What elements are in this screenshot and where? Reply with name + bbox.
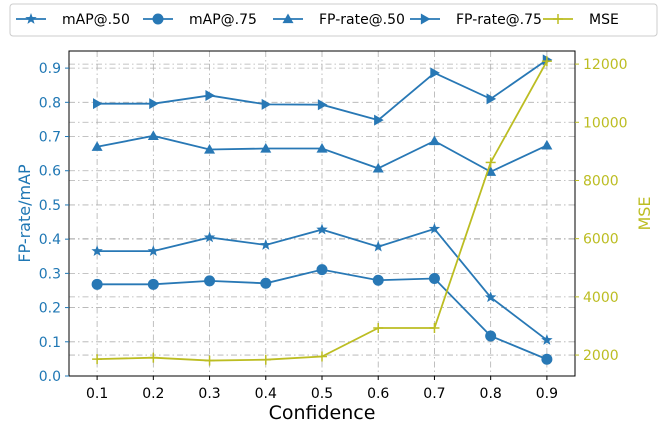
data-point-fp-rate-50 <box>147 130 159 140</box>
y-left-tick-label: 0.2 <box>39 301 61 317</box>
data-point-fp-rate-75 <box>430 67 440 79</box>
data-point-map-75 <box>372 274 384 286</box>
legend-marker <box>152 13 164 25</box>
data-point-map-50 <box>316 223 328 235</box>
legend-marker <box>553 14 563 24</box>
data-point-fp-rate-75 <box>486 93 497 105</box>
y-left-tick-label: 0.1 <box>39 335 61 351</box>
x-tick-label: 0.1 <box>86 386 108 402</box>
legend-label: mAP@.50 <box>62 12 130 28</box>
series-fp-rate-50 <box>91 130 553 176</box>
y-left-tick-label: 0.8 <box>39 95 61 111</box>
x-tick-label: 0.5 <box>311 386 333 402</box>
y-right-axis-title: MSE <box>635 196 654 230</box>
data-point-fp-rate-50 <box>428 135 440 146</box>
data-point-map-75 <box>541 353 553 365</box>
data-point-map-50 <box>541 334 553 345</box>
y-left-tick-label: 0.7 <box>39 130 61 146</box>
legend-label: FP-rate@.50 <box>319 12 405 28</box>
x-axis-title: Confidence <box>269 402 376 423</box>
data-point-fp-rate-50 <box>260 143 272 153</box>
y-right-tick-label: 2000 <box>583 348 619 364</box>
data-point-fp-rate-75 <box>374 114 384 126</box>
legend-item-fp-rate-50: FP-rate@.50 <box>273 12 405 28</box>
data-point-mse <box>148 352 159 363</box>
data-point-mse <box>317 351 327 362</box>
data-point-map-50 <box>147 245 160 256</box>
data-point-map-50 <box>372 240 384 252</box>
x-tick-label: 0.7 <box>423 386 445 402</box>
data-point-mse <box>260 354 271 365</box>
data-point-fp-rate-50 <box>541 139 553 150</box>
data-point-mse <box>541 56 552 67</box>
y-right-tick-label: 8000 <box>583 173 619 189</box>
y-left-axis-title: FP-rate/mAP <box>15 164 34 263</box>
data-point-fp-rate-50 <box>485 166 497 176</box>
data-point-map-50 <box>428 222 441 234</box>
x-tick-label: 0.8 <box>480 386 502 402</box>
data-point-map-50 <box>484 291 497 303</box>
data-point-map-50 <box>91 245 103 256</box>
legend-item-mse: MSE <box>543 12 619 28</box>
x-tick-label: 0.3 <box>198 386 220 402</box>
data-point-fp-rate-50 <box>91 141 103 151</box>
x-tick-label: 0.4 <box>255 386 277 402</box>
y-left-tick-label: 0.0 <box>39 369 61 385</box>
series-fp-rate-75 <box>92 54 553 126</box>
legend-marker <box>25 13 37 24</box>
data-point-map-75 <box>428 273 440 284</box>
data-point-fp-rate-75 <box>261 98 272 110</box>
x-tick-label: 0.6 <box>367 386 389 402</box>
y-left-tick-label: 0.5 <box>39 198 61 214</box>
data-point-map-75 <box>485 330 497 342</box>
x-tick-label: 0.2 <box>142 386 164 402</box>
data-point-map-50 <box>203 231 216 243</box>
series-map-50 <box>91 222 553 345</box>
data-point-fp-rate-50 <box>204 144 216 154</box>
data-point-map-75 <box>260 277 272 289</box>
data-point-map-75 <box>91 278 103 290</box>
data-point-map-75 <box>204 275 216 287</box>
y-left-tick-label: 0.4 <box>39 232 61 248</box>
data-point-map-75 <box>316 264 328 276</box>
legend-label: MSE <box>589 12 619 28</box>
y-left-tick-label: 0.6 <box>39 164 61 180</box>
series-mse <box>92 56 552 366</box>
data-point-map-75 <box>147 278 159 290</box>
y-right-tick-label: 4000 <box>583 290 619 306</box>
legend: mAP@.50 mAP@.75 FP-rate@.50 FP-rate@.75 MSE <box>9 3 658 37</box>
y-right-tick-label: 12000 <box>583 57 628 73</box>
data-point-fp-rate-75 <box>92 98 103 110</box>
legend-item-fp-rate-75: FP-rate@.75 <box>410 12 542 28</box>
legend-label: FP-rate@.75 <box>456 12 542 28</box>
data-point-mse <box>429 322 440 333</box>
data-point-mse <box>204 355 215 366</box>
data-point-fp-rate-75 <box>317 99 328 111</box>
y-left-tick-label: 0.9 <box>39 61 61 77</box>
data-point-fp-rate-75 <box>149 98 159 110</box>
data-point-mse <box>92 354 103 365</box>
data-point-mse <box>373 322 384 333</box>
legend-marker <box>420 13 431 25</box>
legend-item-map-75: mAP@.75 <box>143 12 257 28</box>
x-tick-label: 0.9 <box>536 386 558 402</box>
plot-area: 0.1 0.2 0.3 0.4 0.5 0.6 0.7 0.8 0.9 0.0 0.1 0.2 0.3 0… <box>15 50 654 423</box>
legend-item-map-50: mAP@.50 <box>16 12 130 28</box>
legend-label: mAP@.75 <box>189 12 257 28</box>
data-point-fp-rate-50 <box>316 143 328 153</box>
legend-marker <box>282 13 294 24</box>
series-map-75 <box>91 264 553 365</box>
data-point-map-50 <box>260 238 272 250</box>
y-right-tick-label: 6000 <box>583 232 619 248</box>
legend-box <box>9 3 658 37</box>
data-point-fp-rate-50 <box>372 162 384 173</box>
data-point-mse <box>485 157 496 168</box>
data-point-fp-rate-75 <box>205 89 216 101</box>
y-right-tick-label: 10000 <box>583 115 628 131</box>
y-left-tick-label: 0.3 <box>39 266 61 282</box>
